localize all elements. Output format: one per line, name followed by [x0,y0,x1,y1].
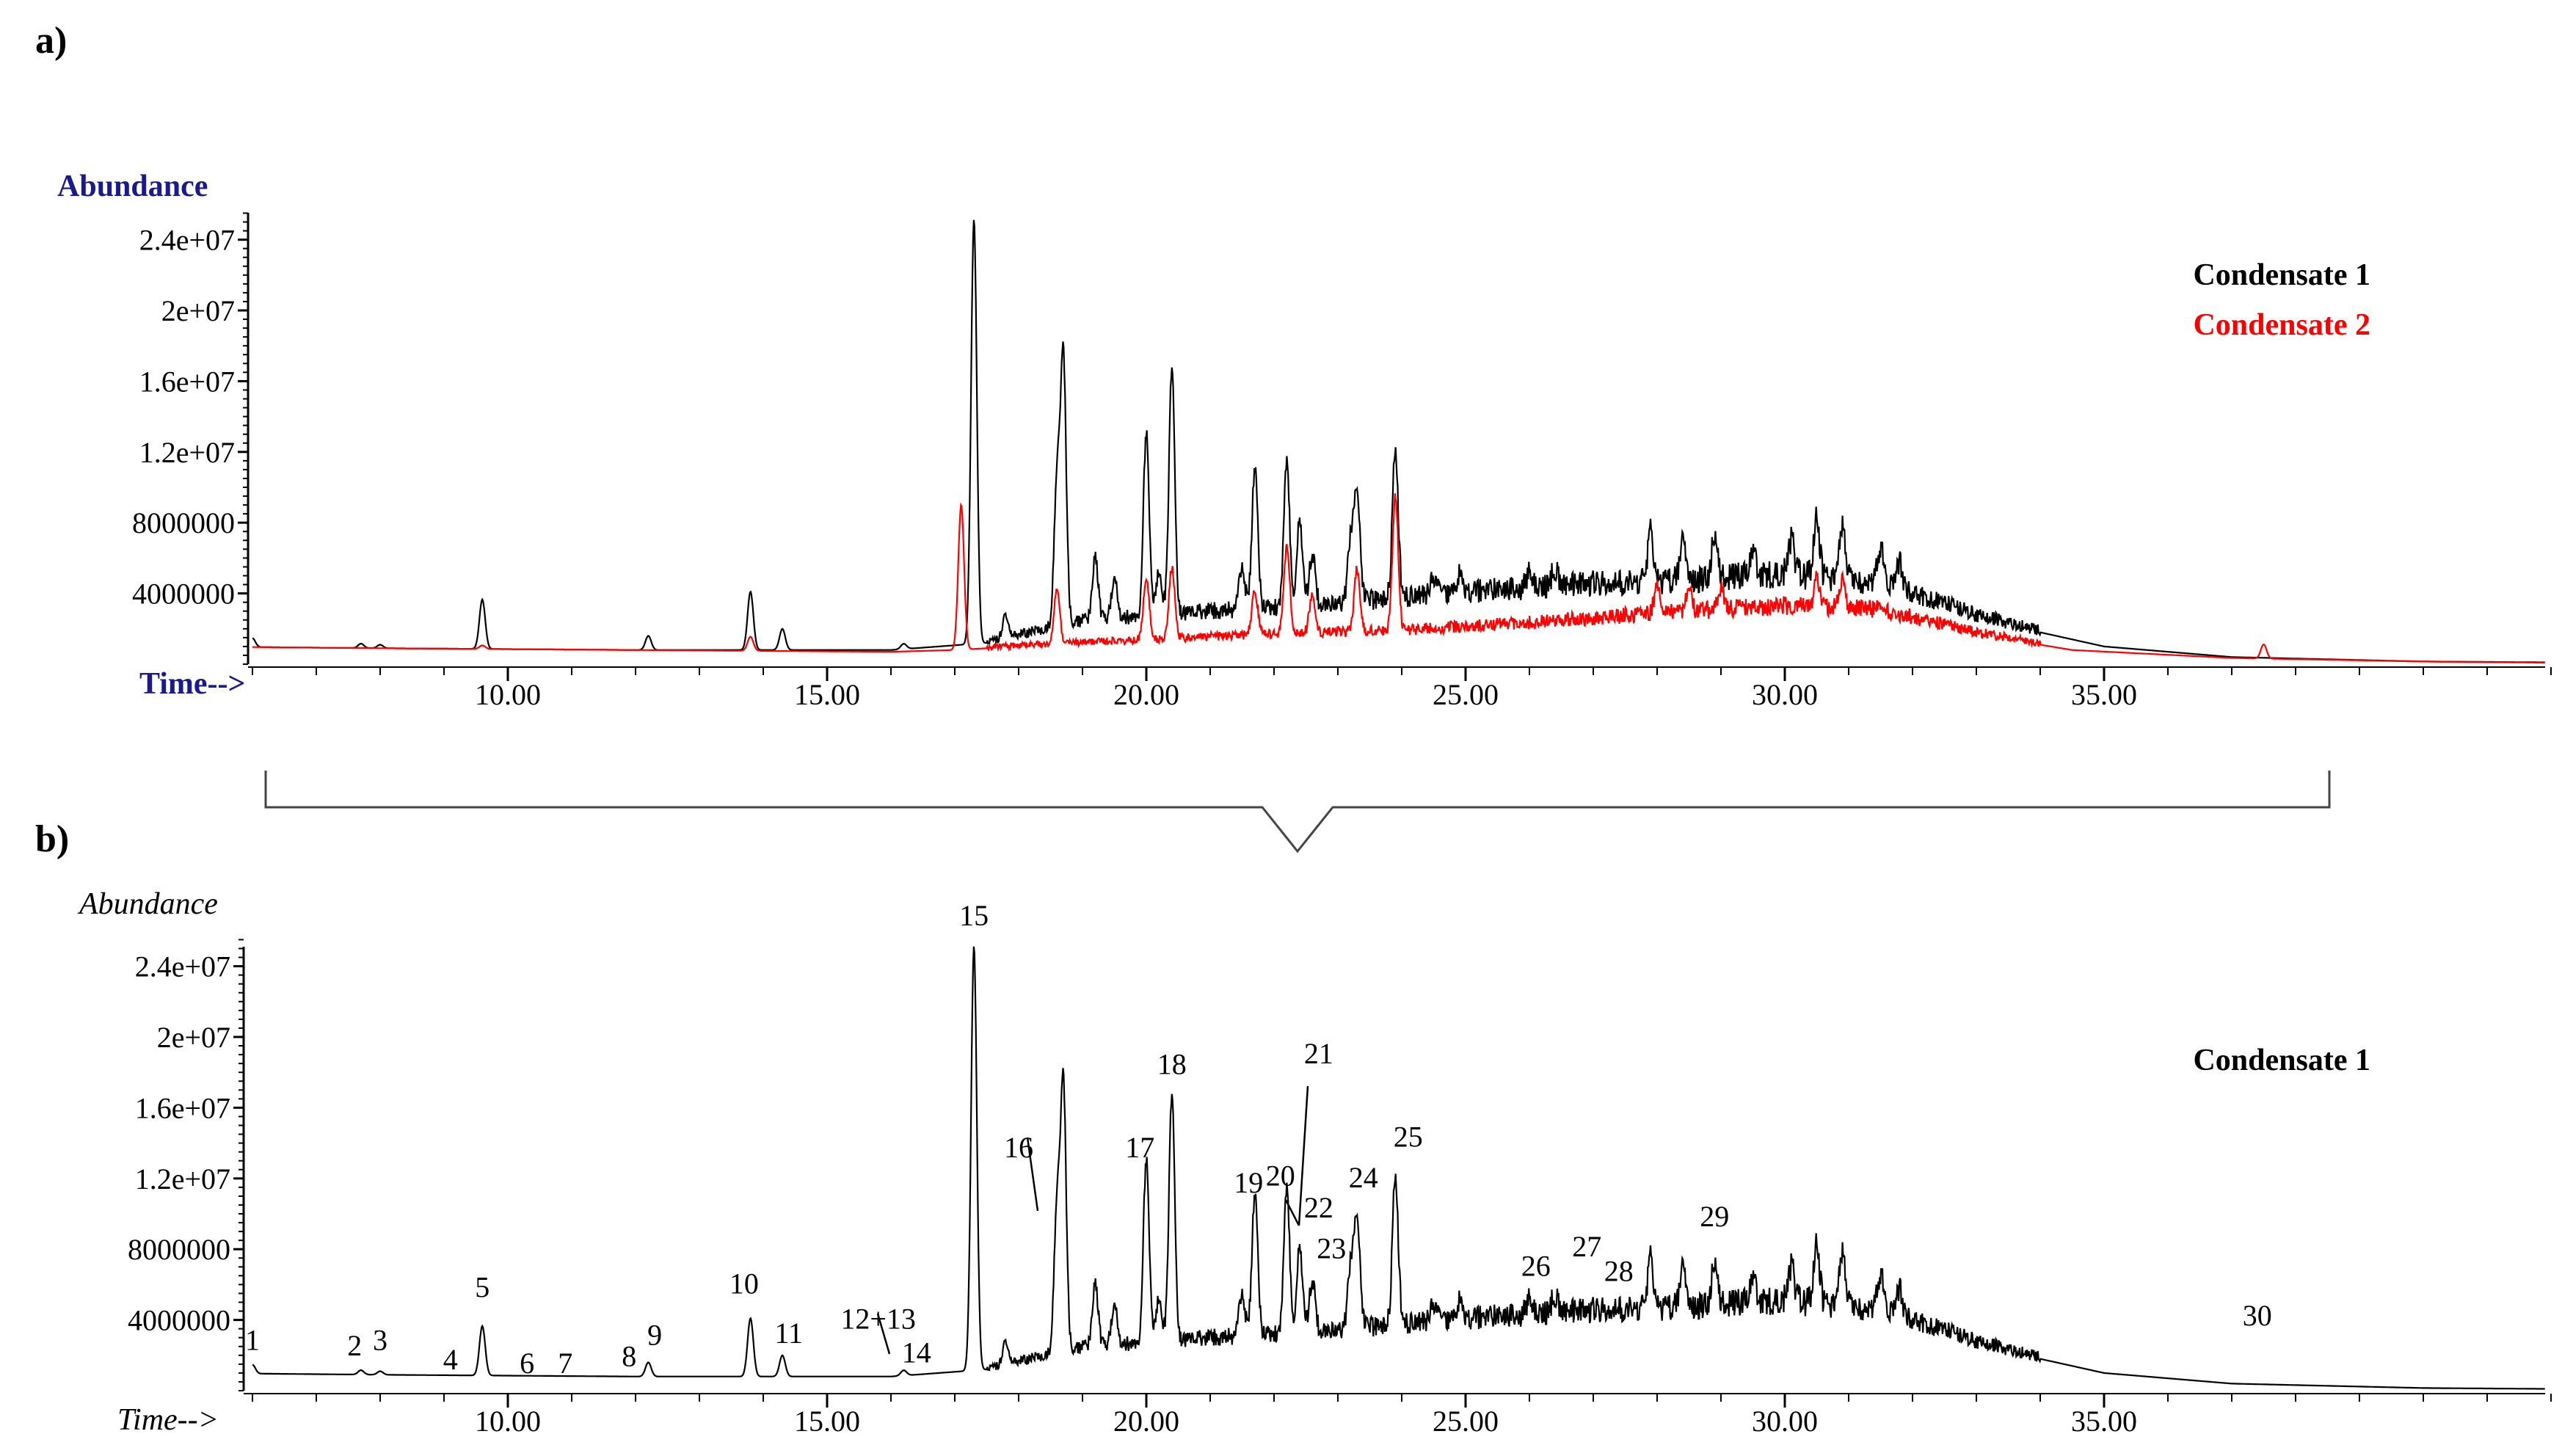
legend-condensate-2: Condensate 2 [2193,308,2370,342]
b-y-tick-label: 2.4e+07 [135,950,230,983]
peak-label: 6 [520,1347,534,1380]
a-y-tick-label: 1.6e+07 [139,365,235,398]
legend-condensate-1: Condensate 1 [2193,258,2370,292]
a-x-tick-label: 25.00 [1433,678,1499,711]
panel-a-series [252,219,2545,664]
peak-label: 19 [1234,1166,1263,1199]
peak-arrow [876,1313,891,1355]
peak-label: 9 [647,1318,662,1351]
peak-label: 12+13 [840,1303,916,1336]
b-y-tick-label: 2e+07 [157,1021,230,1054]
peak-label: 27 [1572,1230,1601,1263]
peak-label: 17 [1125,1131,1154,1164]
a-y-tick-label: 2e+07 [161,294,235,327]
b-y-tick-label: 4000000 [128,1304,230,1337]
panel-b-label: b) [35,818,69,860]
peak-label: 28 [1604,1255,1634,1288]
a-y-tick-label: 1.2e+07 [139,436,235,469]
b-x-tick-label: 25.00 [1433,1405,1499,1438]
panel-b-y-ticks: 4000000 8000000 1.2e+07 1.6e+07 2e+07 2.4e+07 [128,939,244,1391]
peak-label: 25 [1394,1120,1423,1153]
b-x-tick-label: 10.00 [475,1405,541,1438]
peak-label: 29 [1700,1200,1729,1233]
peak-label: 14 [902,1336,931,1369]
peak-label: 11 [775,1317,804,1350]
series-condensate-1-line [252,946,2545,1390]
peak-label: 5 [475,1270,490,1303]
peak-label: 2 [347,1329,362,1362]
panel-b-series [252,946,2545,1390]
peak-label: 18 [1157,1048,1187,1081]
panel-a-label: a) [35,20,67,62]
panel-a-x-ticks: 10.00 15.00 20.00 25.00 30.00 35.00 [248,666,2552,711]
panel-a-y-ticks: 4000000 8000000 1.2e+07 1.6e+07 2e+07 2.4e+07 [132,212,248,665]
panel-b-xlabel: Time--> [117,1403,219,1437]
peak-arrow [1298,1085,1309,1226]
peak-label: 4 [443,1343,458,1376]
peak-label: 7 [558,1347,572,1380]
a-x-tick-label: 10.00 [475,678,541,711]
a-x-tick-label: 30.00 [1752,678,1818,711]
peak-label: 8 [622,1339,636,1372]
peak-label: 10 [729,1267,759,1300]
b-y-tick-label: 1.2e+07 [135,1162,230,1195]
b-x-tick-label: 15.00 [794,1405,860,1438]
peak-arrow [1284,1199,1300,1226]
a-x-tick-label: 35.00 [2071,678,2137,711]
panel-b-x-ticks: 10.00 15.00 20.00 25.00 30.00 35.00 [244,1393,2552,1438]
panel-b-ylabel: Abundance [77,887,218,921]
panel-a-chart: Abundance Time--> 4000000 8000000 1.2e+07 1… [57,170,2552,711]
zoom-brace [264,771,2331,853]
peak-label: 1 [245,1324,260,1357]
panel-a-xlabel: Time--> [139,667,245,701]
peak-label: 21 [1304,1037,1333,1070]
b-y-tick-label: 1.6e+07 [135,1091,230,1124]
peak-label: 30 [2243,1299,2272,1332]
a-y-tick-label: 8000000 [132,506,235,539]
peak-label: 22 [1304,1191,1333,1224]
peak-label: 24 [1349,1161,1378,1194]
b-x-tick-label: 30.00 [1752,1405,1818,1438]
panel-a-ylabel: Abundance [57,170,208,203]
peak-label: 3 [373,1324,387,1357]
a-x-tick-label: 20.00 [1113,678,1179,711]
peak-arrow [1026,1137,1039,1212]
peak-label: 26 [1521,1249,1551,1282]
b-x-tick-label: 20.00 [1113,1405,1179,1438]
a-y-tick-label: 2.4e+07 [139,224,235,257]
peak-label: 23 [1317,1231,1346,1264]
peak-label: 20 [1266,1159,1295,1192]
peak-label: 15 [959,899,989,932]
panel-b-chart: Abundance Time--> 4000000 8000000 1.2e+07 1… [77,887,2552,1438]
series-condensate-2-line [252,493,2545,664]
a-y-tick-label: 4000000 [132,578,235,611]
b-y-tick-label: 8000000 [128,1233,230,1266]
legend-condensate-1-b: Condensate 1 [2193,1044,2370,1077]
a-x-tick-label: 15.00 [794,678,860,711]
b-x-tick-label: 35.00 [2071,1405,2137,1438]
